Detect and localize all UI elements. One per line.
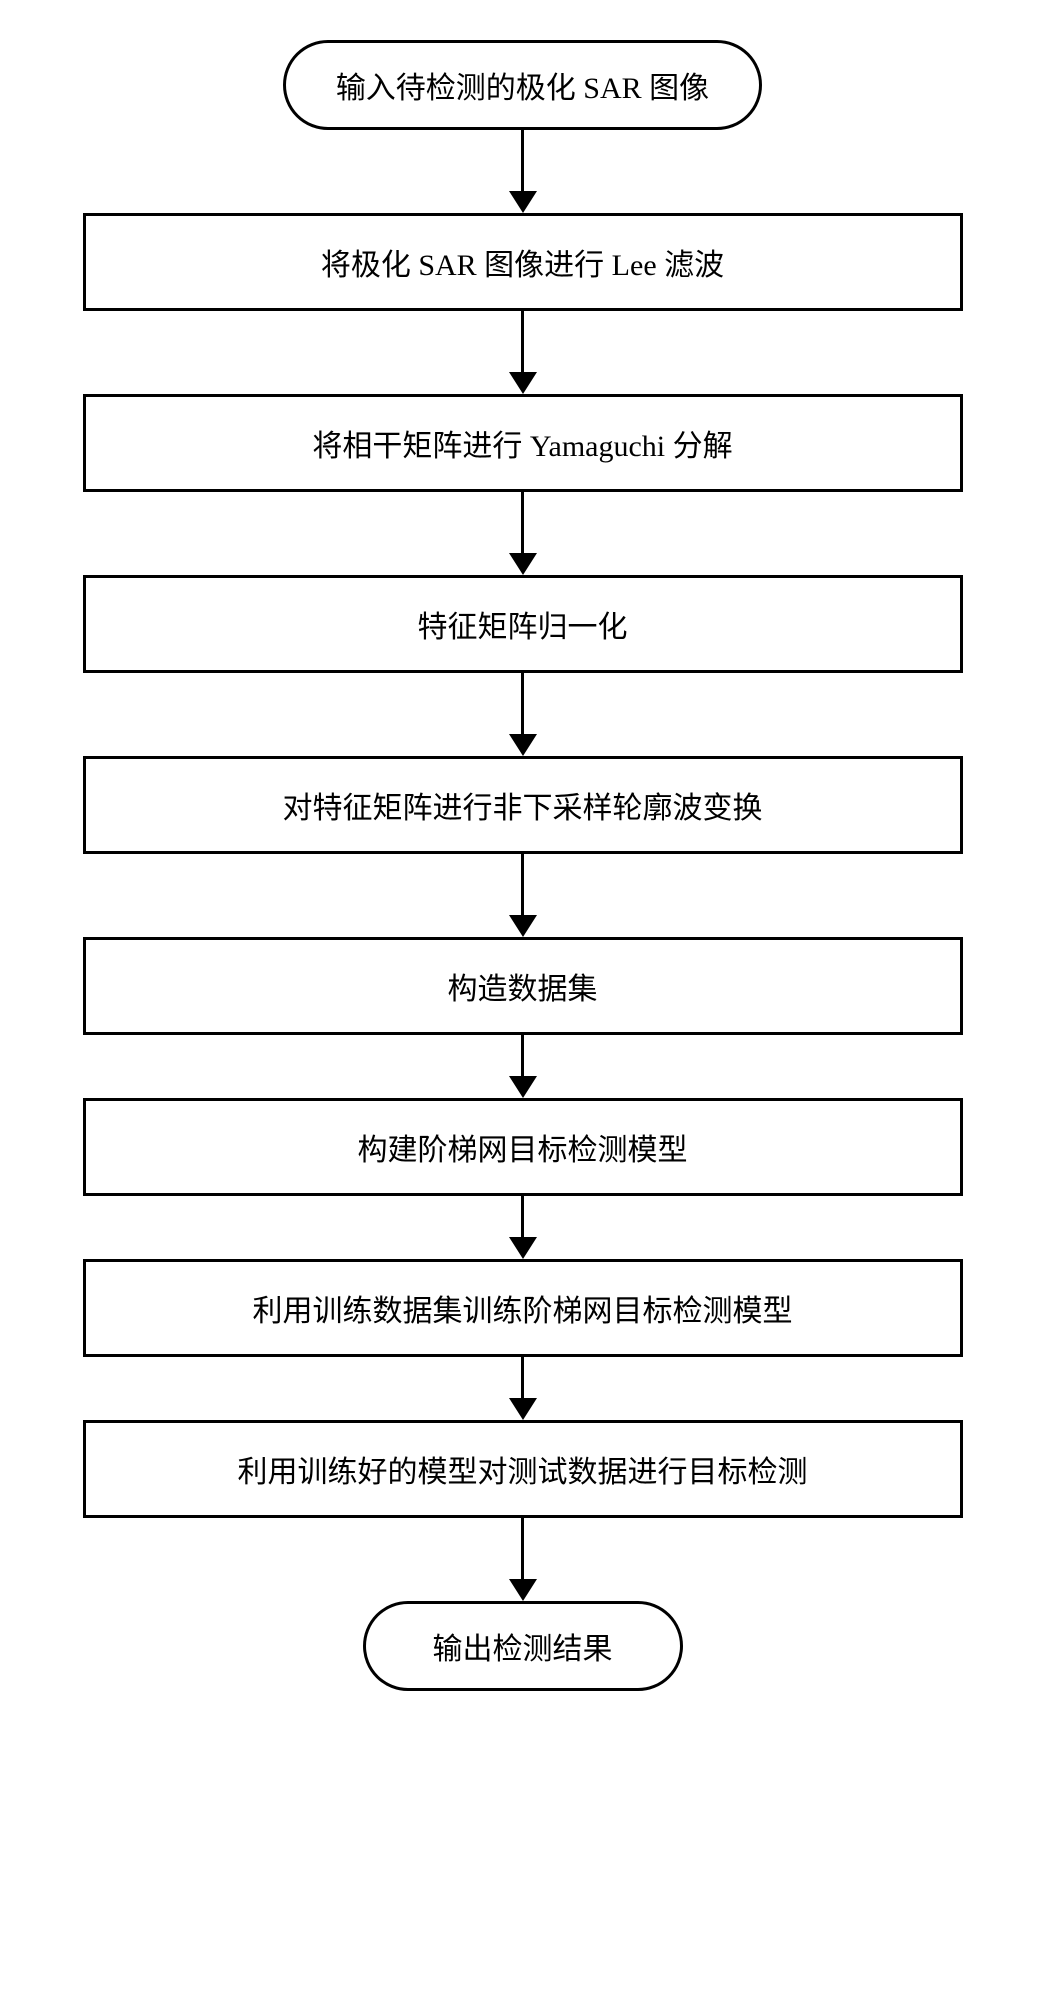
process-step3-label: 特征矩阵归一化 (418, 611, 628, 644)
arrow-head-icon (509, 1579, 537, 1601)
process-step5-label: 构造数据集 (448, 973, 598, 1006)
terminal-start: 输入待检测的极化 SAR 图像 (283, 40, 762, 130)
process-step5: 构造数据集 (83, 937, 963, 1035)
arrow-line (521, 492, 524, 554)
arrow-head-icon (509, 734, 537, 756)
process-step4-label: 对特征矩阵进行非下采样轮廓波变换 (283, 792, 763, 825)
process-step1: 将极化 SAR 图像进行 Lee 滤波 (83, 213, 963, 311)
arrow-3 (509, 673, 537, 756)
arrow-1 (509, 311, 537, 394)
arrow-line (521, 1035, 524, 1077)
arrow-0 (509, 130, 537, 213)
arrow-line (521, 1357, 524, 1399)
process-step4: 对特征矩阵进行非下采样轮廓波变换 (83, 756, 963, 854)
arrow-line (521, 311, 524, 373)
process-step1-label: 将极化 SAR 图像进行 Lee 滤波 (321, 249, 724, 282)
arrow-5 (509, 1035, 537, 1098)
process-step6: 构建阶梯网目标检测模型 (83, 1098, 963, 1196)
arrow-line (521, 130, 524, 192)
arrow-line (521, 1196, 524, 1238)
arrow-head-icon (509, 191, 537, 213)
arrow-line (521, 854, 524, 916)
terminal-end: 输出检测结果 (363, 1601, 683, 1691)
process-step7-label: 利用训练数据集训练阶梯网目标检测模型 (253, 1295, 793, 1328)
process-step7: 利用训练数据集训练阶梯网目标检测模型 (83, 1259, 963, 1357)
process-step2-label: 将相干矩阵进行 Yamaguchi 分解 (312, 430, 732, 463)
arrow-head-icon (509, 372, 537, 394)
arrow-head-icon (509, 915, 537, 937)
arrow-head-icon (509, 553, 537, 575)
arrow-2 (509, 492, 537, 575)
arrow-head-icon (509, 1076, 537, 1098)
terminal-end-label: 输出检测结果 (433, 1633, 613, 1666)
process-step3: 特征矩阵归一化 (83, 575, 963, 673)
arrow-line (521, 1518, 524, 1580)
terminal-start-label: 输入待检测的极化 SAR 图像 (336, 72, 709, 105)
arrow-head-icon (509, 1398, 537, 1420)
arrow-8 (509, 1518, 537, 1601)
arrow-4 (509, 854, 537, 937)
flowchart-container: 输入待检测的极化 SAR 图像 将极化 SAR 图像进行 Lee 滤波 将相干矩… (83, 40, 963, 1691)
arrow-6 (509, 1196, 537, 1259)
arrow-head-icon (509, 1237, 537, 1259)
arrow-line (521, 673, 524, 735)
process-step8: 利用训练好的模型对测试数据进行目标检测 (83, 1420, 963, 1518)
arrow-7 (509, 1357, 537, 1420)
process-step6-label: 构建阶梯网目标检测模型 (358, 1134, 688, 1167)
process-step8-label: 利用训练好的模型对测试数据进行目标检测 (238, 1456, 808, 1489)
process-step2: 将相干矩阵进行 Yamaguchi 分解 (83, 394, 963, 492)
